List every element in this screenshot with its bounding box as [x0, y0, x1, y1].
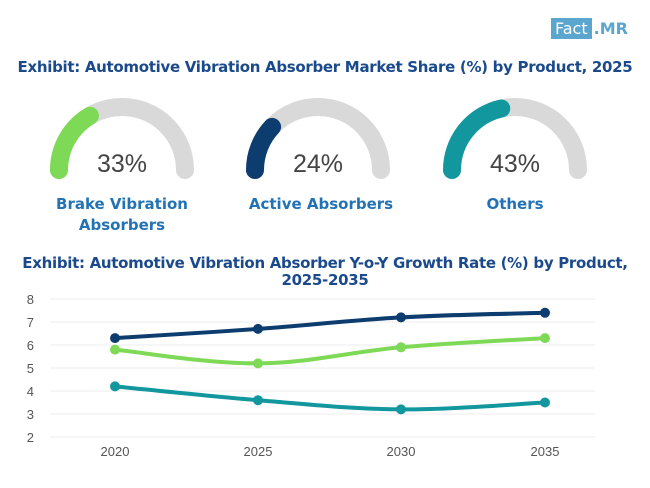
- y-tick-label: 3: [27, 407, 34, 422]
- x-tick-label: 2035: [531, 444, 560, 459]
- factmr-logo: Fact .MR: [551, 17, 628, 39]
- series-line-brake-vibration-absorbers: [113, 336, 547, 366]
- y-tick-label: 8: [27, 292, 34, 307]
- data-point-others: [110, 381, 120, 392]
- data-point-brake-vibration-absorbers: [540, 333, 550, 344]
- gauge-percent-label: 43%: [490, 150, 540, 178]
- y-tick-label: 7: [27, 315, 34, 330]
- series-line-active-absorbers: [113, 310, 547, 341]
- data-point-others: [396, 404, 406, 415]
- data-point-active-absorbers: [540, 307, 550, 318]
- gauge-value-arc: [246, 117, 282, 179]
- y-tick-label: 4: [27, 384, 34, 399]
- data-point-active-absorbers: [253, 323, 263, 334]
- gauge-label-active: Active Absorbers: [248, 195, 394, 213]
- x-tick-label: 2020: [101, 444, 130, 459]
- data-point-active-absorbers: [396, 312, 406, 323]
- data-point-others: [253, 395, 263, 406]
- series-line-others: [113, 384, 547, 412]
- gauge-chart: 33% 24% 43%: [50, 98, 587, 179]
- gauge-label-brake: Brake Vibration Absorbers: [56, 195, 188, 234]
- y-tick-label: 2: [27, 430, 34, 445]
- x-tick-label: 2030: [387, 444, 416, 459]
- data-point-brake-vibration-absorbers: [110, 344, 120, 355]
- data-point-brake-vibration-absorbers: [253, 358, 263, 369]
- gauge-percent-label: 33%: [97, 150, 147, 178]
- y-tick-label: 5: [27, 361, 34, 376]
- y-tick-label: 6: [27, 338, 34, 353]
- gauge-value-arc: [443, 99, 511, 179]
- gauge-percent-label: 24%: [293, 150, 343, 178]
- logo-fact: Fact: [551, 17, 592, 39]
- gauge-label-others: Others: [486, 195, 544, 213]
- gauge-value-arc: [50, 106, 99, 179]
- data-point-others: [540, 397, 550, 408]
- gauge-chart-title: Exhibit: Automotive Vibration Absorber M…: [17, 58, 633, 76]
- x-tick-label: 2025: [244, 444, 273, 459]
- data-point-brake-vibration-absorbers: [396, 342, 406, 353]
- line-chart-title: Exhibit: Automotive Vibration Absorber Y…: [22, 254, 628, 289]
- data-point-active-absorbers: [110, 333, 120, 344]
- logo-mr: .MR: [593, 18, 628, 38]
